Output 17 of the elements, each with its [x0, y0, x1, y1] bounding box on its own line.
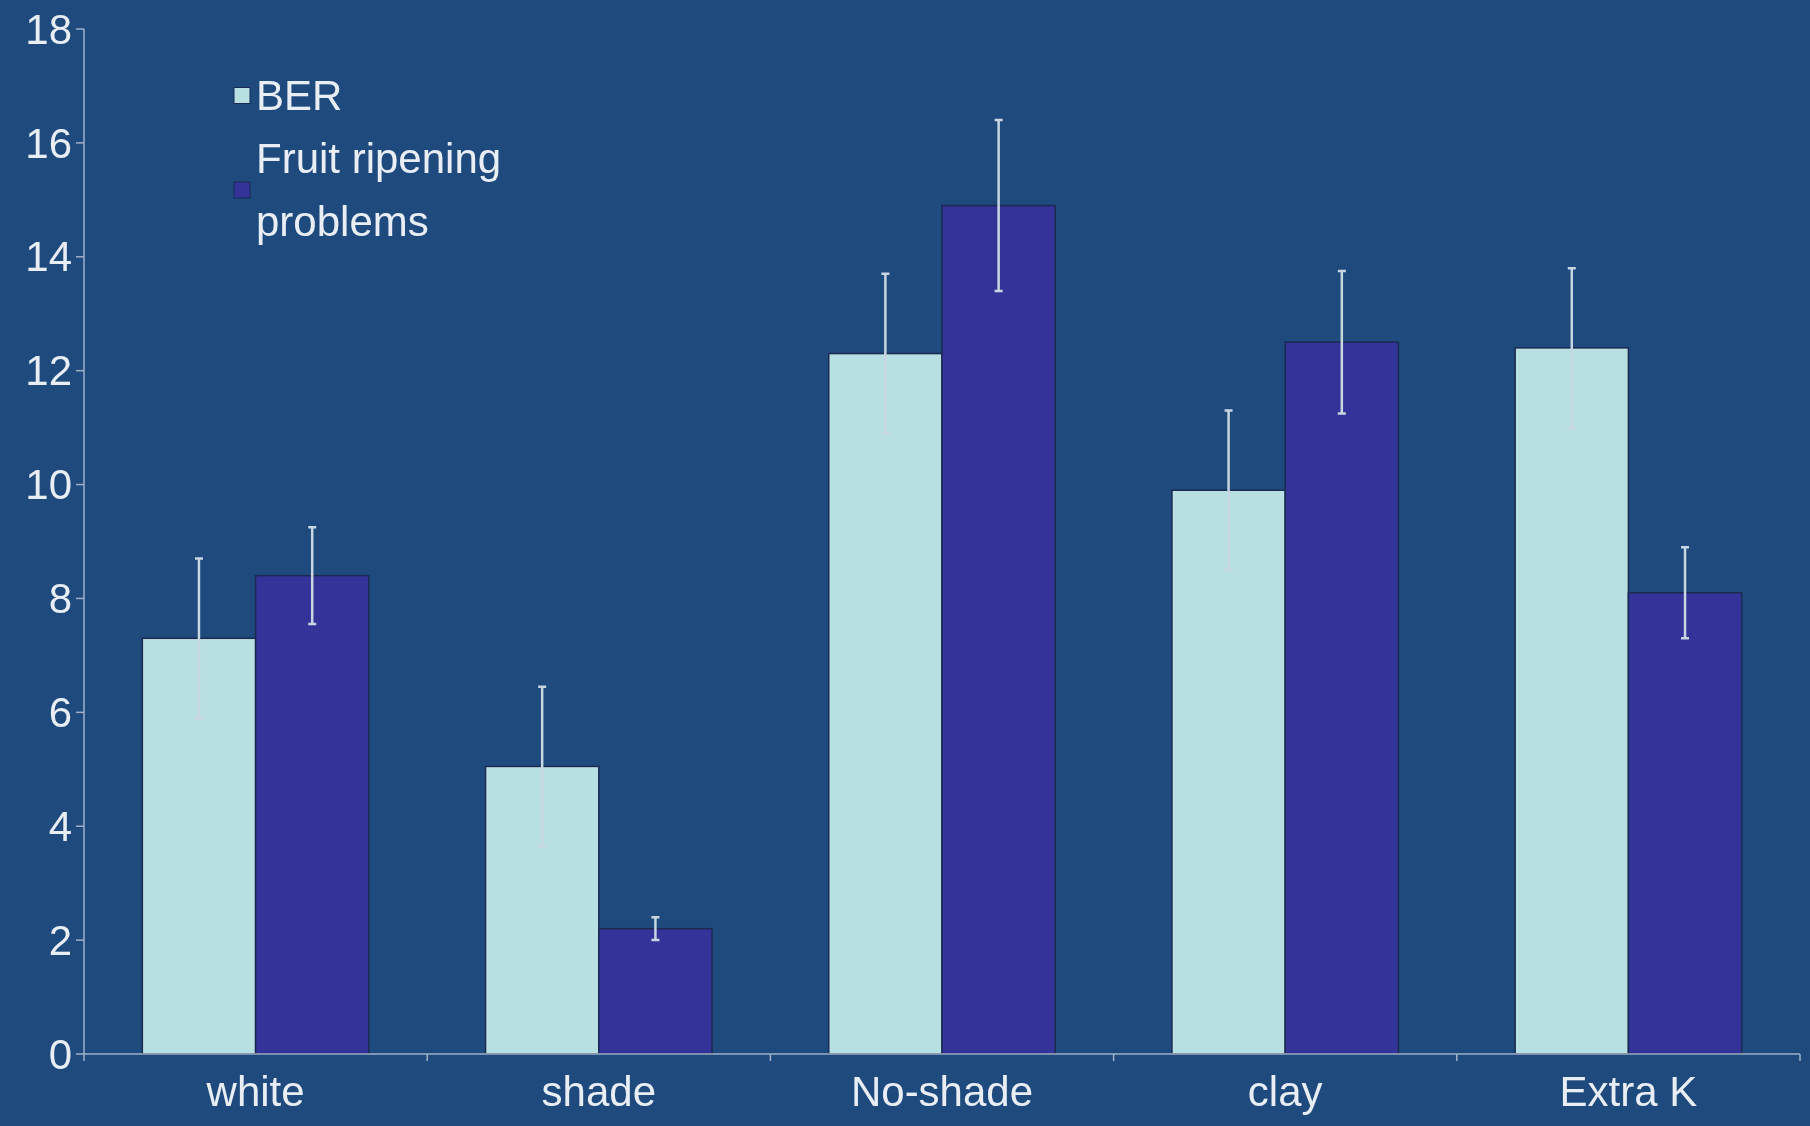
legend-label: BER: [256, 72, 343, 119]
y-tick-label: 6: [48, 689, 72, 737]
y-tick-label: 8: [48, 575, 72, 623]
y-tick-label: 2: [48, 916, 72, 964]
y-tick-label: 14: [25, 233, 72, 281]
y-tick-label: 18: [25, 5, 72, 53]
x-tick-label: clay: [1247, 1068, 1323, 1115]
y-tick-label: 12: [25, 347, 72, 395]
x-tick-label: No-shade: [850, 1068, 1034, 1115]
x-tick-label: Extra K: [1559, 1068, 1698, 1115]
y-tick-label: 10: [25, 461, 72, 509]
y-tick-label: 16: [25, 119, 72, 167]
x-tick-label: white: [205, 1068, 305, 1115]
y-tick-label: 0: [48, 1030, 72, 1078]
x-tick-label: shade: [541, 1068, 657, 1115]
y-tick-label: 4: [48, 802, 72, 850]
legend-label: Fruit ripening problems: [256, 135, 502, 245]
